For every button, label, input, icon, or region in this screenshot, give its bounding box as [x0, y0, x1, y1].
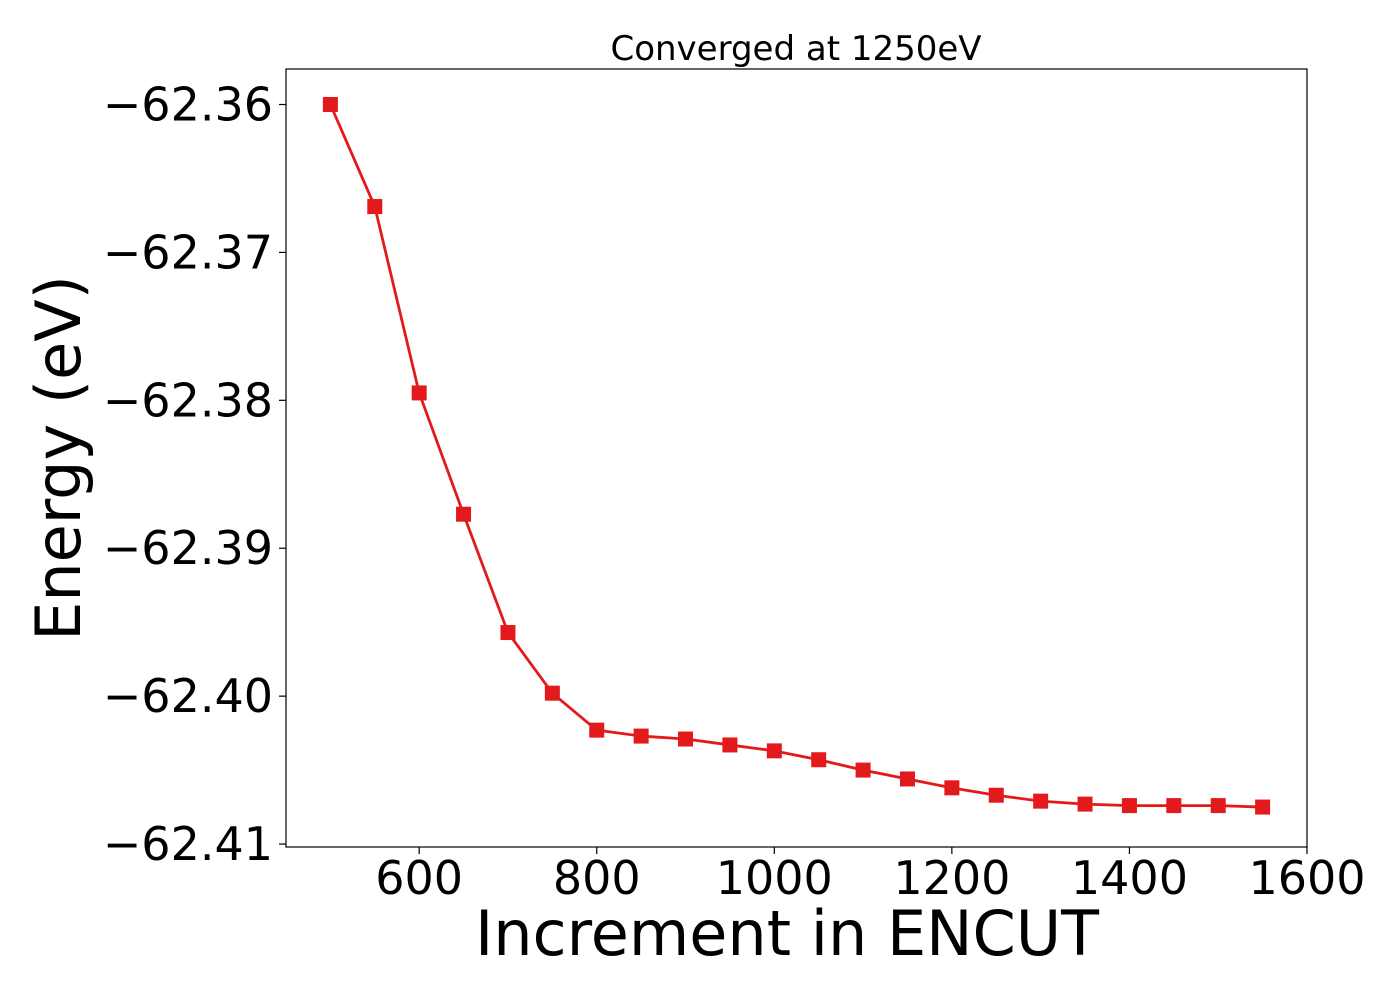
- data-point-marker: [322, 96, 338, 112]
- data-point-marker: [988, 787, 1004, 803]
- data-point-marker: [1210, 798, 1226, 814]
- data-point-marker: [899, 771, 915, 787]
- y-tick-label: −62.37: [103, 225, 273, 279]
- y-tick-label: −62.40: [103, 669, 273, 723]
- data-point-marker: [500, 625, 516, 641]
- data-point-marker: [722, 737, 738, 753]
- y-axis-ticks: −62.36 −62.37 −62.38 −62.39 −62.40 −62.41: [103, 77, 286, 871]
- y-tick-label: −62.41: [103, 817, 273, 871]
- data-point-marker: [589, 722, 605, 738]
- x-axis-ticks: 600 800 1000 1200 1400 1600: [375, 847, 1366, 905]
- data-point-marker: [855, 762, 871, 778]
- y-tick-label: −62.39: [103, 521, 273, 575]
- y-axis-label: Energy (eV): [22, 275, 95, 641]
- data-point-marker: [367, 199, 383, 215]
- data-point-marker: [411, 385, 427, 401]
- data-point-marker: [633, 728, 649, 744]
- x-axis-label: Increment in ENCUT: [475, 897, 1100, 970]
- x-tick-label: 1200: [893, 851, 1010, 905]
- x-tick-label: 1600: [1248, 851, 1365, 905]
- data-point-marker: [678, 731, 694, 747]
- series-line: [328, 103, 1265, 809]
- y-tick-label: −62.38: [103, 373, 273, 427]
- x-tick-label: 1000: [716, 851, 833, 905]
- data-point-marker: [1121, 798, 1137, 814]
- data-point-marker: [1255, 799, 1271, 815]
- data-point-marker: [944, 780, 960, 796]
- data-point-marker: [1033, 793, 1049, 809]
- data-point-marker: [544, 685, 560, 701]
- x-tick-label: 800: [553, 851, 641, 905]
- series-layer: [322, 96, 1271, 815]
- data-point-marker: [1166, 798, 1182, 814]
- data-point-marker: [456, 506, 472, 522]
- y-tick-label: −62.36: [103, 77, 273, 131]
- plot-area-frame: [285, 68, 1308, 848]
- x-tick-label: 600: [375, 851, 463, 905]
- data-point-marker: [811, 752, 827, 768]
- chart-title: Converged at 1250eV: [610, 29, 981, 69]
- x-tick-label: 1400: [1071, 851, 1188, 905]
- data-point-marker: [766, 743, 782, 759]
- data-point-marker: [1077, 796, 1093, 812]
